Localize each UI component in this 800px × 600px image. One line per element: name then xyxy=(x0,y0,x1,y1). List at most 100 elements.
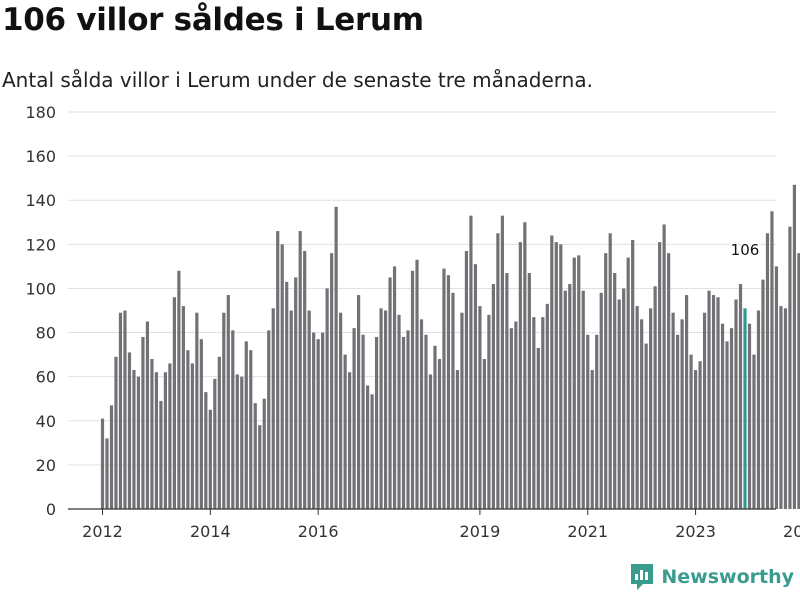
bar xyxy=(208,409,212,509)
bar xyxy=(532,317,536,509)
bar xyxy=(136,376,141,509)
bar xyxy=(464,250,469,509)
bar xyxy=(473,264,478,509)
bar xyxy=(451,292,455,509)
bar xyxy=(437,359,442,509)
x-tick-label: 2016 xyxy=(298,522,339,541)
bar xyxy=(774,266,779,509)
bar xyxy=(617,299,621,509)
bar xyxy=(181,306,185,509)
bar xyxy=(321,332,325,509)
bar xyxy=(442,268,446,509)
annotation: 106 xyxy=(729,240,761,261)
bar xyxy=(649,308,653,509)
bar xyxy=(379,308,383,509)
bar xyxy=(123,310,127,509)
bar xyxy=(105,438,109,509)
bar xyxy=(172,297,176,509)
bar xyxy=(536,347,540,509)
bar xyxy=(577,255,581,509)
bar xyxy=(428,374,433,509)
bar xyxy=(653,286,657,509)
bar xyxy=(240,376,244,509)
bar xyxy=(154,372,159,509)
bar xyxy=(568,284,572,509)
bar xyxy=(213,378,217,509)
bar xyxy=(114,356,118,509)
bar xyxy=(693,370,698,509)
bar xyxy=(388,277,392,509)
bar xyxy=(622,288,626,509)
bar xyxy=(599,292,603,509)
bar xyxy=(249,350,253,509)
bar xyxy=(370,394,374,509)
bar xyxy=(792,184,797,510)
bar xyxy=(186,350,190,509)
bar xyxy=(419,319,424,509)
bar xyxy=(150,359,154,509)
bar xyxy=(640,319,644,509)
bar xyxy=(626,257,630,509)
bar xyxy=(500,215,504,509)
bar xyxy=(199,339,203,509)
bar xyxy=(334,206,338,510)
bar xyxy=(285,281,289,509)
bar xyxy=(613,273,617,509)
bar xyxy=(222,312,226,509)
bar xyxy=(667,253,671,509)
bar xyxy=(676,334,680,509)
bar xyxy=(797,253,800,509)
bar xyxy=(406,330,410,509)
bar xyxy=(487,314,491,509)
bar xyxy=(271,308,275,509)
bar xyxy=(280,244,284,510)
bar xyxy=(658,242,662,509)
bar xyxy=(478,306,482,509)
bar xyxy=(195,312,199,509)
bar xyxy=(312,332,316,509)
bar xyxy=(109,405,114,509)
bar xyxy=(563,290,567,509)
bar xyxy=(330,253,334,509)
bar xyxy=(689,354,693,509)
y-tick-label: 100 xyxy=(25,279,56,298)
bar xyxy=(572,257,576,509)
y-axis: 0 20 40 60 80 100 120 140 160 180 xyxy=(25,103,56,519)
bar xyxy=(671,312,675,509)
bar xyxy=(523,222,527,509)
bar xyxy=(680,319,684,509)
newsworthy-icon xyxy=(631,564,654,590)
bar xyxy=(343,354,347,509)
y-tick-label: 140 xyxy=(25,191,56,210)
bar xyxy=(765,233,770,510)
bar xyxy=(361,334,365,509)
bar xyxy=(339,312,343,509)
y-tick-label: 80 xyxy=(36,324,56,343)
bar xyxy=(168,363,172,509)
bar xyxy=(684,295,689,509)
bar xyxy=(307,310,311,509)
x-axis: 2012 2014 2016 2019 2021 2023 2025 xyxy=(68,508,800,541)
bar xyxy=(756,310,761,509)
bar xyxy=(761,279,765,509)
bar xyxy=(482,359,487,509)
y-tick-label: 120 xyxy=(25,235,56,254)
bar xyxy=(608,233,612,510)
bar xyxy=(779,306,783,509)
bar xyxy=(469,215,473,509)
bar xyxy=(433,345,437,509)
bar xyxy=(725,341,729,509)
bar xyxy=(595,334,599,509)
chart-title: 106 villor såldes i Lerum xyxy=(2,2,424,38)
bar xyxy=(545,303,549,509)
bar xyxy=(262,398,266,509)
bar xyxy=(788,226,792,509)
x-tick-label: 2012 xyxy=(82,522,123,541)
bar xyxy=(590,370,594,509)
y-tick-label: 40 xyxy=(36,412,56,431)
bar xyxy=(554,242,558,509)
bar xyxy=(410,270,415,509)
bar xyxy=(276,231,280,509)
bar xyxy=(527,273,531,509)
bar xyxy=(491,284,495,509)
